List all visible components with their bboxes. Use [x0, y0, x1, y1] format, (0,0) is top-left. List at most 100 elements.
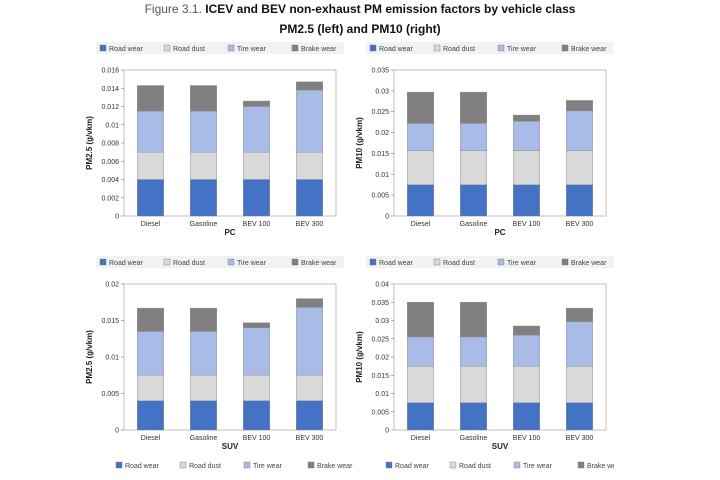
chart-0-ytick-label: 0.006: [101, 159, 119, 166]
chart-2-legend-swatch-tire-wear: [227, 258, 235, 266]
chart-1-bar-bev-100-tire-wear: [513, 121, 540, 151]
chart-0-bar-gasoline-road-wear: [190, 179, 217, 217]
chart-2-legend-bg: [96, 256, 352, 268]
chart-svg: Road wear Road dust Tire wear Brake wear 0 0.…: [85, 256, 352, 451]
chart-2-xtick-label: Gasoline: [190, 435, 218, 442]
chart-3-legend-label-brake-wear: Brake wear: [571, 260, 607, 267]
chart-svg: Road wear Road dust Tire wear Brake wear 0 0.…: [355, 256, 622, 451]
chart-2-legend-swatch-brake-wear: [291, 258, 299, 266]
chart-1-ytick-label: 0.035: [371, 68, 389, 75]
chart-1-legend-label-tire-wear: Tire wear: [507, 46, 537, 53]
chart-0-bar-bev-300-road-dust: [296, 151, 323, 180]
chart-2-bar-bev-300-road-wear: [296, 400, 323, 431]
bottom-legend-right-swatch-tire-wear: [513, 461, 521, 469]
chart-3-bar-bev-300-brake-wear: [566, 307, 593, 322]
chart-0-xtick-label: Gasoline: [190, 221, 218, 228]
chart-0-ytick-label: 0: [115, 214, 119, 221]
chart-3-legend-label-tire-wear: Tire wear: [507, 260, 537, 267]
chart-3-legend-bg: [366, 256, 622, 268]
chart-1-ytick-label: 0.03: [375, 88, 389, 95]
chart-0-ytick-label: 0.008: [101, 141, 119, 148]
chart-3-bar-diesel-road-wear: [407, 402, 434, 431]
chart-2-legend-label-brake-wear: Brake wear: [301, 260, 337, 267]
chart-0-legend-swatch-brake-wear: [291, 44, 299, 52]
bottom-legend-right-label-brake-wear: Brake wear: [587, 463, 614, 470]
chart-2-bar-diesel-road-wear: [137, 400, 164, 431]
chart-1-ytick-label: 0.025: [371, 109, 389, 116]
chart-1-ytick-label: 0: [385, 214, 389, 221]
chart-1-plot-frame: [393, 69, 607, 217]
chart-2-ytick-label: 0.02: [105, 282, 119, 289]
bottom-legend-right-swatch-road-dust: [449, 461, 457, 469]
chart-2-xtick-label: Diesel: [141, 435, 161, 442]
chart-1-xlabel: PC: [494, 228, 505, 236]
chart-0-bar-bev-100-tire-wear: [243, 106, 270, 153]
bottom-legend-swatch-brake-wear: [307, 461, 315, 469]
chart-1-bar-gasoline-brake-wear: [460, 91, 487, 124]
chart-0-bar-gasoline-brake-wear: [190, 85, 217, 112]
chart-0-ytick-label: 0.014: [101, 86, 119, 93]
chart-3-ytick-label: 0.035: [371, 300, 389, 307]
chart-1-bar-diesel-brake-wear: [407, 91, 434, 124]
chart-1-bar-gasoline-road-dust: [460, 150, 487, 185]
chart-3-legend-swatch-road-wear: [369, 258, 377, 266]
chart-1-legend-swatch-road-dust: [433, 44, 441, 52]
chart-3-xtick-label: BEV 300: [566, 435, 594, 442]
chart-3-xtick-label: BEV 100: [513, 435, 541, 442]
chart-3-bar-bev-300-tire-wear: [566, 321, 593, 367]
chart-svg: Road wear Road dust Tire wear Brake wear 0 0.…: [355, 42, 622, 237]
bottom-legend-right-label-tire-wear: Tire wear: [523, 463, 553, 470]
chart-3-xtick-label: Diesel: [411, 435, 431, 442]
chart-3-ytick-label: 0.04: [375, 282, 389, 289]
chart-2-bar-diesel-tire-wear: [137, 331, 164, 376]
chart-0-xtick-label: Diesel: [141, 221, 161, 228]
chart-0-bar-bev-300-brake-wear: [296, 81, 323, 91]
chart-1-bar-bev-300-brake-wear: [566, 100, 593, 112]
chart-2-xtick-label: BEV 300: [296, 435, 324, 442]
chart-1-bar-gasoline-road-wear: [460, 184, 487, 217]
bottom-legend-right-label-road-dust: Road dust: [459, 463, 491, 470]
chart-0-xlabel: PC: [224, 228, 235, 236]
chart-2-legend-label-road-wear: Road wear: [109, 260, 144, 267]
chart-2-legend-label-tire-wear: Tire wear: [237, 260, 267, 267]
chart-pm25-pc: Road wear Road dust Tire wear Brake wear 0 0.…: [82, 40, 352, 237]
chart-0-ytick-label: 0.004: [101, 177, 119, 184]
chart-0-legend-swatch-road-wear: [99, 44, 107, 52]
chart-0-legend-bg: [96, 42, 352, 54]
chart-2-xlabel: SUV: [222, 442, 239, 450]
chart-pm10-pc: Road wear Road dust Tire wear Brake wear 0 0.…: [352, 40, 622, 237]
chart-1-bar-diesel-road-wear: [407, 184, 434, 217]
chart-1-legend-swatch-tire-wear: [497, 44, 505, 52]
chart-3-legend-label-road-dust: Road dust: [443, 260, 475, 267]
chart-1-ytick-label: 0.02: [375, 130, 389, 137]
chart-2-xtick-label: BEV 100: [243, 435, 271, 442]
chart-3-bar-bev-300-road-wear: [566, 402, 593, 431]
bottom-legend-right-swatch-road-wear: [385, 461, 393, 469]
chart-3-bar-gasoline-road-dust: [460, 365, 487, 403]
figure-title-text: ICEV and BEV non-exhaust PM emission fac…: [205, 2, 576, 16]
chart-2-bar-gasoline-road-dust: [190, 375, 217, 401]
chart-0-bar-diesel-road-wear: [137, 179, 164, 217]
chart-1-xtick-label: Gasoline: [460, 221, 488, 228]
chart-3-legend-swatch-tire-wear: [497, 258, 505, 266]
chart-1-bar-bev-300-tire-wear: [566, 110, 593, 151]
chart-3-ytick-label: 0.015: [371, 373, 389, 380]
chart-2-bar-bev-100-tire-wear: [243, 327, 270, 376]
chart-0-bar-bev-100-road-dust: [243, 151, 270, 180]
chart-0-bar-gasoline-tire-wear: [190, 110, 217, 153]
bottom-legend-right-swatch-brake-wear: [577, 461, 585, 469]
chart-3-ytick-label: 0.025: [371, 336, 389, 343]
chart-1-bar-bev-100-road-dust: [513, 150, 540, 185]
chart-3-ytick-label: 0: [385, 428, 389, 435]
chart-3-bar-diesel-brake-wear: [407, 302, 434, 338]
bottom-legend: Road wear Road dust Tire wear Brake wear Roa…: [115, 461, 614, 470]
bottom-legend-label-road-dust: Road dust: [189, 463, 221, 470]
chart-2-bar-gasoline-tire-wear: [190, 331, 217, 376]
chart-3-bar-bev-100-road-wear: [513, 402, 540, 431]
chart-1-bar-bev-100-brake-wear: [513, 114, 540, 122]
chart-1-xtick-label: BEV 100: [513, 221, 541, 228]
chart-3-ytick-label: 0.02: [375, 355, 389, 362]
chart-1-bar-diesel-tire-wear: [407, 123, 434, 151]
chart-2-ylabel: PM2.5 (g/vkm): [85, 330, 94, 384]
chart-1-ytick-label: 0.005: [371, 193, 389, 200]
